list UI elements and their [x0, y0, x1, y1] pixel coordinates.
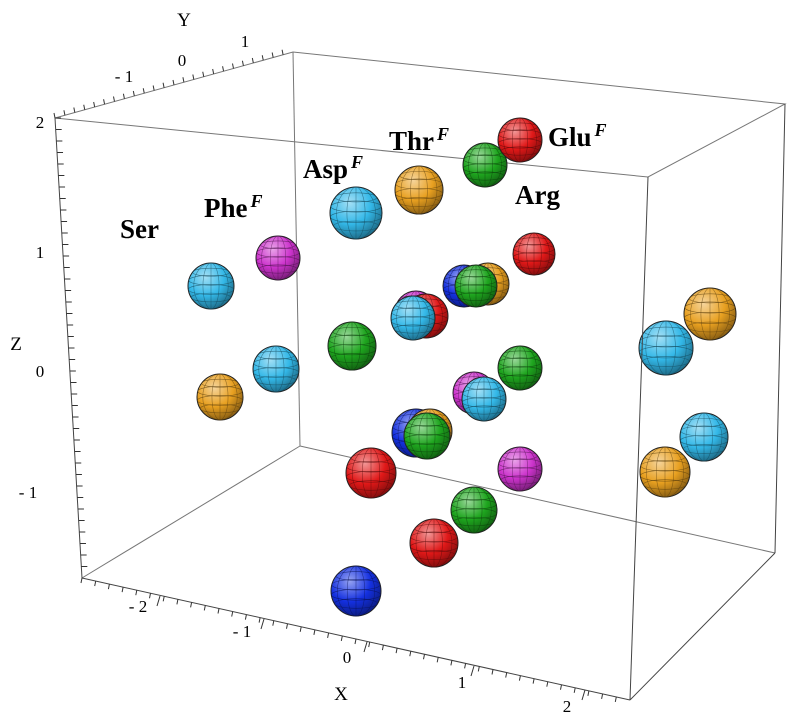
z-axis-label: Z [10, 334, 22, 355]
sphere-cyan [187, 262, 235, 310]
y-tick-label: 0 [178, 51, 187, 70]
x-tick-label: 1 [458, 673, 467, 692]
sphere-red [345, 447, 397, 499]
x-axis-label: X [334, 684, 348, 705]
sphere-red [512, 232, 556, 276]
sphere-layer [187, 117, 737, 617]
z-tick-label: - 1 [19, 483, 37, 502]
label-arg: Arg [515, 180, 560, 210]
sphere-blue [330, 565, 382, 617]
x-tick-label: - 2 [129, 597, 147, 616]
sphere-cyan [329, 186, 383, 240]
sphere-green [403, 412, 451, 460]
sphere-green [327, 321, 377, 371]
sphere-cyan [461, 376, 507, 422]
x-tick-label: 0 [343, 648, 352, 667]
sphere-cyan [252, 345, 300, 393]
label-thr: Thr F [389, 124, 449, 156]
label-glu: Glu F [548, 120, 607, 152]
sphere-red [497, 117, 543, 163]
sphere-cyan [679, 412, 729, 462]
sphere-orange [394, 165, 444, 215]
y-axis-label: Y [177, 10, 191, 31]
axis-ticks: - 2 - 1 0 1 2 - 1 0 1 - 1 0 1 2 X Y Z [10, 10, 617, 716]
sphere-green [462, 142, 508, 188]
sphere-green [454, 264, 498, 308]
sphere-magenta [497, 446, 543, 492]
label-asp: Asp F [303, 152, 363, 184]
x-tick-label: - 1 [233, 622, 251, 641]
sphere-green [497, 345, 543, 391]
y-tick-label: - 1 [115, 67, 133, 86]
residue-labels: Ser Phe F Asp F Thr F Glu F Arg [120, 120, 607, 244]
x-tick-label: 2 [563, 697, 572, 716]
sphere-orange [683, 287, 737, 341]
sphere-cyan [638, 320, 694, 376]
z-tick-label: 0 [36, 362, 45, 381]
z-tick-label: 1 [36, 243, 45, 262]
label-ser: Ser [120, 214, 159, 244]
sphere-red [409, 518, 459, 568]
sphere-orange [196, 373, 244, 421]
sphere-green [450, 486, 498, 534]
y-tick-label: 1 [241, 32, 250, 51]
sphere-orange [639, 446, 691, 498]
sphere-cyan [390, 295, 436, 341]
z-tick-label: 2 [36, 113, 45, 132]
label-phe: Phe F [204, 191, 263, 223]
sphere-magenta [255, 235, 301, 281]
